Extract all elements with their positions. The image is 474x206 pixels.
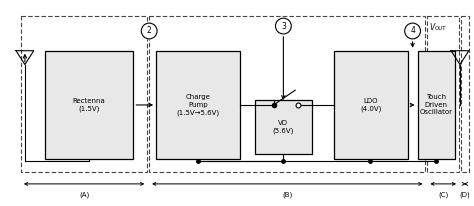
Bar: [255, 100, 312, 154]
Text: Touch
Driven
Oscillator: Touch Driven Oscillator: [420, 95, 453, 116]
Text: (B): (B): [282, 192, 292, 198]
Bar: [334, 51, 408, 159]
Bar: [461, 16, 469, 172]
Text: (D): (D): [459, 192, 470, 198]
Circle shape: [405, 23, 420, 39]
Text: 4: 4: [410, 27, 415, 35]
Bar: [156, 51, 240, 159]
Bar: [428, 16, 459, 172]
Text: (C): (C): [438, 192, 448, 198]
Text: 3: 3: [281, 22, 286, 30]
Text: Charge
Pump
(1.5V→5.6V): Charge Pump (1.5V→5.6V): [176, 94, 219, 116]
Text: Rectenna
(1.5V): Rectenna (1.5V): [73, 98, 105, 112]
Text: V: V: [429, 23, 435, 32]
Text: (A): (A): [79, 192, 89, 198]
Text: OUT: OUT: [434, 26, 446, 31]
Circle shape: [275, 18, 291, 34]
Text: 2: 2: [147, 27, 152, 35]
Text: VD
(5.6V): VD (5.6V): [273, 120, 294, 134]
Bar: [45, 51, 133, 159]
Bar: [418, 51, 455, 159]
Circle shape: [141, 23, 157, 39]
Text: LDO
(4.0V): LDO (4.0V): [360, 98, 382, 112]
Bar: [21, 16, 147, 172]
Bar: [149, 16, 426, 172]
